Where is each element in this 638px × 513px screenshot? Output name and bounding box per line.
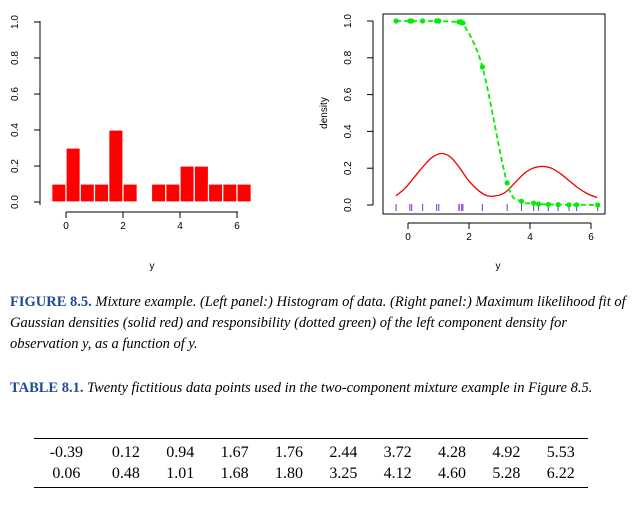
responsibility-curve: [396, 18, 598, 206]
table-cell: 0.12: [98, 438, 154, 463]
histogram-bar: [122, 183, 138, 203]
y-tick-label: 0.6: [10, 87, 21, 101]
y-tick-label: 0.8: [10, 51, 21, 65]
responsibility-point: [574, 202, 580, 208]
x-tick-label: 4: [177, 221, 183, 232]
y-tick-label: 0.0: [343, 198, 354, 212]
histogram-bar: [179, 165, 195, 203]
table-cell: 0.94: [153, 438, 208, 463]
y-tick-label: 0.4: [343, 124, 354, 138]
histogram-bar: [222, 183, 238, 203]
x-tick-label: 2: [466, 232, 472, 243]
histogram-bar: [79, 183, 96, 203]
table-cell: 4.12: [370, 463, 425, 488]
y-tick-label: 0.2: [343, 161, 354, 175]
histogram-bar: [108, 129, 124, 203]
x-tick-label: 2: [120, 221, 126, 232]
table-row: 0.06 0.48 1.01 1.68 1.80 3.25 4.12 4.60 …: [34, 463, 588, 488]
figure-label: FIGURE 8.5.: [10, 294, 92, 310]
histogram-bars: [51, 129, 252, 203]
histogram-bar: [150, 183, 167, 203]
table-cell: 0.06: [34, 463, 99, 488]
responsibility-point: [595, 202, 601, 208]
table-cell: 1.76: [261, 438, 317, 463]
responsibility-point: [535, 201, 542, 207]
density-panel: 0 2 4 6 0.0 0.2 0.4 0.6 0.8 1.0 density y: [319, 13, 606, 272]
histogram-bar: [193, 165, 210, 203]
y-tick-label: 0.4: [10, 123, 21, 137]
responsibility-point: [555, 202, 561, 208]
histogram-bar: [93, 183, 110, 203]
table-cell: 5.53: [533, 438, 588, 463]
y-tick-label: 1.0: [10, 15, 21, 29]
table-cell: -0.39: [34, 438, 99, 463]
x-tick-label: 0: [63, 221, 69, 232]
y-tick-label: 0.6: [343, 87, 354, 101]
table-cell: 6.22: [533, 463, 588, 488]
table-cell: 4.60: [424, 463, 480, 488]
histogram-panel: 0 2 4 6 0.0 0.2 0.4 0.6 0.8 1.0 y: [10, 15, 252, 272]
responsibility-point: [504, 180, 510, 186]
table-label: TABLE 8.1.: [10, 380, 84, 396]
histogram-bar: [236, 183, 252, 203]
table-cell: 1.67: [207, 438, 262, 463]
responsibility-point: [409, 18, 415, 24]
figure-caption: FIGURE 8.5. Mixture example. (Left panel…: [10, 292, 632, 355]
y-tick-label: 0.0: [10, 195, 21, 209]
responsibility-point: [460, 20, 466, 26]
responsibility-point: [479, 64, 486, 70]
responsibility-point: [393, 18, 399, 24]
data-table: -0.39 0.12 0.94 1.67 1.76 2.44 3.72 4.28…: [34, 438, 588, 488]
table-cell: 3.25: [316, 463, 371, 488]
table-cell: 3.72: [370, 438, 425, 463]
x-axis-label: y: [150, 261, 155, 272]
figure-8-5: 0 2 4 6 0.0 0.2 0.4 0.6 0.8 1.0 y 0 2 4 6 0.0 0.2 0.4…: [10, 13, 606, 272]
y-tick-label: 0.8: [343, 50, 354, 64]
y-axis-label: density: [319, 97, 330, 129]
x-axis-ticks: 0 2 4 6: [405, 223, 594, 243]
x-tick-label: 0: [405, 232, 411, 243]
mixture-density-curve: [395, 152, 598, 199]
responsibility-points: [393, 18, 601, 208]
y-axis-ticks: 0.0 0.2 0.4 0.6 0.8 1.0: [10, 15, 40, 209]
table-caption-text: Twenty fictitious data points used in th…: [87, 380, 593, 396]
table-cell: 1.68: [207, 463, 262, 488]
table-cell: 0.48: [98, 463, 154, 488]
table-cell: 5.28: [479, 463, 534, 488]
table-cell: 2.44: [316, 438, 371, 463]
table-cell: 1.80: [261, 463, 317, 488]
table-caption: TABLE 8.1. Twenty fictitious data points…: [10, 378, 632, 399]
histogram-bar: [165, 183, 181, 203]
x-tick-label: 6: [234, 221, 240, 232]
x-axis-label: y: [496, 261, 501, 272]
responsibility-point: [518, 198, 525, 204]
responsibility-point: [420, 18, 426, 24]
y-tick-label: 0.2: [10, 159, 21, 173]
rug-marks: [395, 204, 599, 211]
responsibility-point: [545, 201, 551, 208]
x-tick-label: 4: [527, 232, 533, 243]
responsibility-point: [531, 200, 537, 206]
x-tick-label: 6: [588, 232, 594, 243]
table-cell: 1.01: [153, 463, 208, 488]
figure-caption-text: Mixture example. (Left panel:) Histogram…: [10, 294, 626, 352]
y-axis-ticks: 0.0 0.2 0.4 0.6 0.8 1.0: [343, 14, 373, 212]
plot-frame: [382, 13, 606, 215]
table-row: -0.39 0.12 0.94 1.67 1.76 2.44 3.72 4.28…: [34, 438, 588, 463]
table-cell: 4.28: [424, 438, 480, 463]
responsibility-point: [436, 18, 442, 24]
histogram-bar: [65, 147, 81, 203]
x-axis-ticks: 0 2 4 6: [63, 212, 240, 232]
responsibility-point: [566, 202, 572, 208]
y-tick-label: 1.0: [343, 14, 354, 28]
table-cell: 4.92: [479, 438, 534, 463]
histogram-bar: [51, 183, 67, 203]
histogram-bar: [207, 183, 224, 203]
